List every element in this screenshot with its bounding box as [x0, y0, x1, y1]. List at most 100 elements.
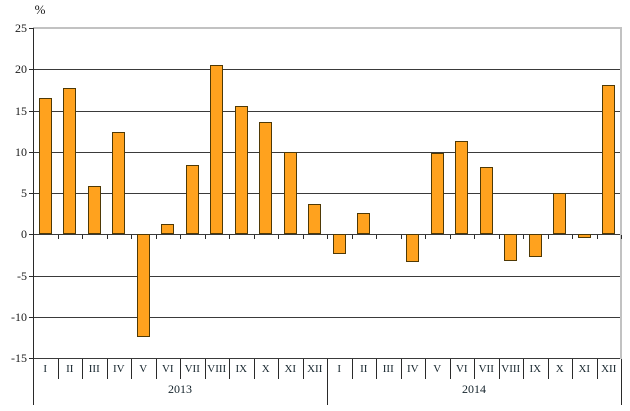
bar-2013-XI	[283, 151, 297, 235]
y-axis-tick	[29, 358, 33, 359]
gridline	[33, 358, 621, 359]
zero-axis-tick	[327, 235, 328, 240]
bar-2013-IX	[234, 106, 248, 235]
bar-2014-VIII	[504, 234, 518, 262]
zero-axis-tick	[400, 235, 402, 240]
bar-2013-V	[136, 234, 150, 337]
month-separator	[131, 359, 132, 379]
bar-2013-VI	[161, 224, 175, 235]
year-label-2013: 2013	[168, 382, 192, 396]
x-axis-month-label: III	[382, 363, 394, 375]
bar-2013-II	[63, 88, 77, 235]
month-separator	[106, 359, 108, 379]
y-axis-tick	[29, 110, 33, 112]
zero-axis-tick	[204, 235, 206, 240]
zero-axis-tick	[596, 235, 598, 240]
y-axis-line	[33, 28, 34, 359]
y-axis-tick-label: 25	[15, 21, 27, 35]
year-label-2014: 2014	[462, 382, 486, 396]
month-separator	[278, 359, 279, 379]
month-separator	[572, 359, 573, 379]
month-separator	[155, 359, 157, 379]
x-axis-month-label: IX	[235, 363, 248, 375]
zero-axis-tick	[229, 235, 230, 240]
zero-axis-tick	[498, 235, 500, 240]
x-axis-month-label: VIII	[501, 363, 521, 375]
y-axis-tick	[29, 69, 33, 71]
month-separator	[498, 359, 500, 379]
bar-2014-XII	[602, 84, 616, 235]
zero-axis-tick	[180, 235, 181, 240]
bar-2014-VII	[479, 166, 493, 235]
x-axis-month-label: I	[337, 363, 342, 375]
month-separator	[180, 359, 181, 379]
month-separator	[449, 359, 451, 379]
zero-axis-tick	[449, 235, 451, 240]
zero-axis-tick	[33, 235, 34, 240]
gridline	[33, 275, 621, 277]
x-axis-month-label: VI	[455, 363, 468, 375]
y-axis-tick-label: -15	[11, 351, 27, 365]
month-separator	[204, 359, 206, 379]
zero-axis-tick	[106, 235, 108, 240]
y-axis-tick-label: -5	[17, 268, 27, 283]
zero-axis-tick	[155, 235, 157, 240]
month-separator	[523, 359, 524, 379]
x-axis-month-label: VII	[184, 363, 200, 375]
y-axis-tick	[29, 316, 33, 318]
month-separator	[253, 359, 255, 379]
x-axis-month-label: XII	[601, 363, 617, 375]
x-axis-month-label: V	[433, 363, 442, 375]
bar-2014-IV	[406, 234, 420, 263]
bar-2013-X	[259, 122, 273, 235]
x-axis-month-label: X	[555, 363, 564, 375]
y-axis-tick-label: 0	[21, 227, 27, 242]
month-separator	[596, 359, 598, 379]
gridline	[33, 316, 621, 318]
bar-2013-I	[38, 98, 52, 235]
zero-axis-tick	[278, 235, 279, 240]
y-axis-tick	[29, 234, 33, 236]
zero-axis-tick	[57, 235, 59, 240]
bar-2013-IV	[112, 131, 126, 235]
x-axis-month-label: X	[261, 363, 270, 375]
y-axis-tick	[29, 275, 33, 277]
y-axis-tick	[29, 151, 33, 153]
zero-axis-tick	[131, 235, 132, 240]
x-axis-month-label: V	[139, 363, 148, 375]
zero-axis-tick	[474, 235, 475, 240]
bar-2013-XII	[308, 203, 322, 235]
bar-2014-IX	[528, 234, 542, 258]
zero-axis-tick	[572, 235, 573, 240]
plot-right-border	[620, 27, 622, 359]
x-axis-month-label: VIII	[207, 363, 227, 375]
y-axis-tick-label: 5	[21, 186, 27, 200]
year-separator	[33, 359, 34, 405]
y-axis-tick-label: -10	[11, 309, 27, 324]
y-axis-tick	[29, 193, 33, 194]
zero-gridline	[33, 234, 621, 236]
bar-2014-VI	[455, 141, 469, 235]
gridline	[33, 69, 621, 71]
zero-axis-tick	[376, 235, 377, 240]
bar-2013-VII	[185, 164, 199, 235]
y-axis-tick-label: 15	[15, 103, 27, 118]
year-separator	[621, 359, 622, 405]
zero-axis-tick	[425, 235, 426, 240]
y-axis-tick-label: 20	[15, 62, 27, 77]
zero-axis-tick	[547, 235, 549, 240]
gridline	[33, 110, 621, 112]
zero-axis-tick	[82, 235, 83, 240]
x-axis-month-label: III	[88, 363, 100, 375]
month-separator	[474, 359, 475, 379]
bar-2013-III	[87, 185, 101, 235]
bar-2014-X	[553, 193, 567, 235]
plot-top-border	[33, 27, 621, 29]
bar-2014-I	[332, 234, 346, 255]
month-separator	[425, 359, 426, 379]
zero-axis-tick	[302, 235, 304, 240]
y-axis-tick	[29, 28, 33, 29]
month-separator	[302, 359, 304, 379]
x-axis-month-label: VII	[478, 363, 494, 375]
